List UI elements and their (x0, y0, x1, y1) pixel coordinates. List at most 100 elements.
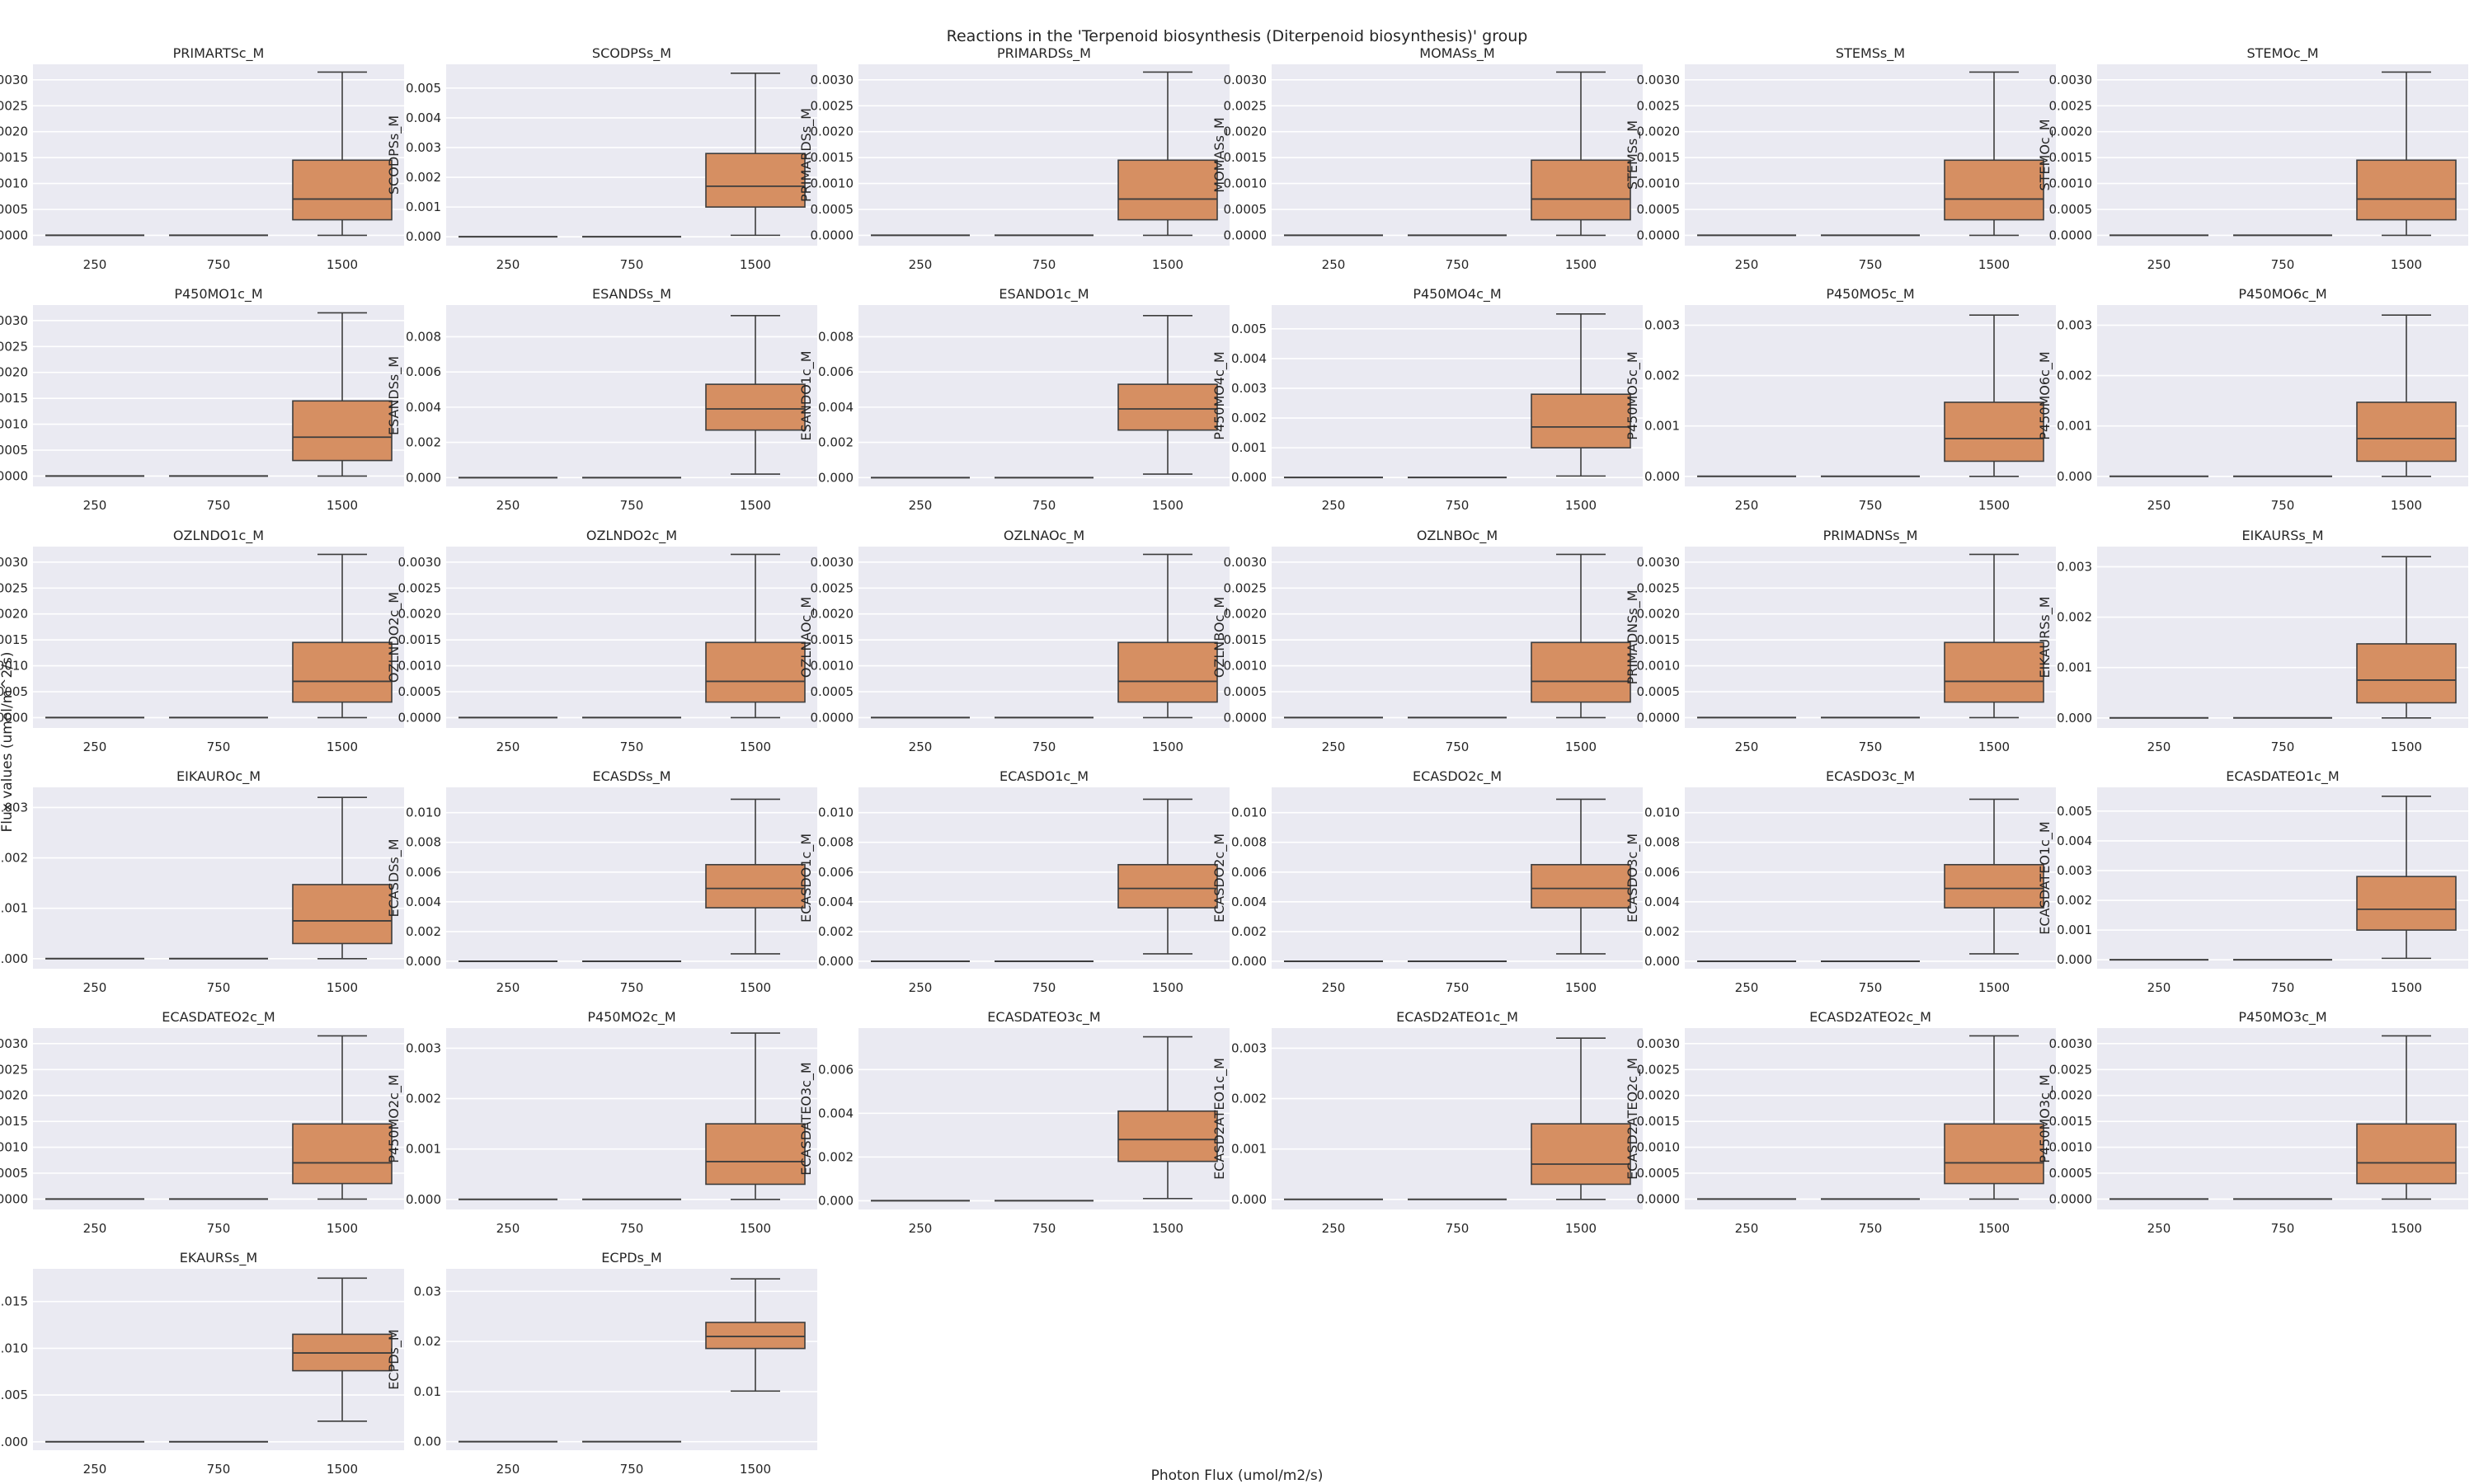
y-tick-label: 0.0010 (811, 176, 854, 191)
subplot: 0.0000.0020.0040.0060.0080.010ECASDO2c_M… (1211, 768, 1643, 995)
box-iqr (292, 1123, 393, 1185)
y-tick-label: 0.0010 (1637, 176, 1681, 191)
y-tick-label: 0.0030 (0, 1036, 28, 1051)
subplot: 0.000 0.002 0.004 0.006 0.008 0.010 ECASDSs_M E… (386, 768, 817, 995)
x-tick-label: 1500 (1565, 740, 1597, 754)
y-tick-label: 0.0000 (811, 710, 854, 725)
x-tick-label: 750 (1859, 980, 1883, 995)
y-tick-label: 0.0020 (1637, 607, 1681, 622)
y-tick-label: 0.0025 (1224, 580, 1268, 595)
x-tick-label: 250 (1322, 257, 1346, 272)
x-tick-label: 250 (909, 1221, 933, 1236)
y-tick-label: 0.03 (414, 1284, 441, 1298)
x-tick-label: 750 (1446, 257, 1470, 272)
y-tick-label: 0.004 (1231, 895, 1267, 909)
y-tick-label: 0.006 (818, 1062, 854, 1077)
y-tick-label: 0.000 (0, 951, 28, 966)
y-tick-label: 0.0015 (811, 150, 854, 165)
y-tick-label: 0.002 (1231, 1092, 1267, 1106)
y-tick-label: 0.006 (406, 364, 441, 379)
y-tick-label: 0.004 (1644, 895, 1680, 909)
x-tick-label: 750 (2271, 740, 2295, 754)
x-tick-label: 1500 (2391, 740, 2422, 754)
y-tick-label: 0.001 (1231, 440, 1267, 455)
y-tick-label: 0.000 (1644, 954, 1680, 969)
y-tick-label: 0.0010 (0, 417, 28, 432)
y-tick-label: 0.0025 (2049, 98, 2093, 113)
x-tick-label: 750 (1446, 498, 1470, 513)
plot-area (446, 1269, 817, 1450)
x-tick-label: 250 (496, 1221, 520, 1236)
box-iqr (292, 884, 393, 945)
subplot-title: ECASDO1c_M (999, 768, 1089, 785)
subplot: 0.0000 0.0005 0.0010 0.0015 0.0020 0.0025 0.00… (0, 1009, 404, 1236)
subplot-title: ECASDATEO2c_M (162, 1009, 275, 1026)
y-tick-label: 0.000 (1231, 470, 1267, 485)
x-tick-label: 1500 (327, 1221, 358, 1236)
subplot: 0.000 0.001 0.002 0.003 0.004 0.005 SCODPSs_M S… (386, 45, 817, 272)
box-1500 (1531, 1037, 1631, 1200)
box-1500 (1531, 313, 1631, 477)
box-1500 (1117, 71, 1218, 237)
y-axis-label: SCODPSs_M (386, 115, 402, 195)
subplot-title: OZLNAOc_M (1004, 528, 1084, 544)
y-tick-label: 0.0000 (1637, 228, 1681, 242)
subplot: 0.0000.0020.0040.0060.0080.010ECASDO3c_M… (1625, 768, 2056, 995)
y-axis-label: OZLNDO2c_M (386, 592, 402, 683)
subplot-title: ESANDO1c_M (999, 286, 1089, 303)
subplot-title: P450MO4c_M (1413, 286, 1501, 303)
y-axis-label: MOMASs_M (1211, 117, 1228, 192)
y-tick-label: 0.0015 (0, 391, 28, 406)
subplot-title: ECASDSs_M (593, 768, 671, 785)
y-tick-label: 0.0015 (398, 632, 442, 647)
y-axis-label: ESANDO1c_M (798, 350, 815, 440)
x-tick-label: 750 (207, 980, 231, 995)
box-iqr (2356, 1123, 2457, 1185)
y-tick-label: 0.0000 (0, 228, 28, 242)
y-tick-label: 0.0015 (2049, 1114, 2093, 1129)
y-tick-label: 0.000 (1231, 954, 1267, 969)
subplot-title: MOMASs_M (1419, 45, 1494, 62)
x-tick-label: 1500 (1978, 980, 2010, 995)
box-1500 (1117, 315, 1218, 475)
y-tick-label: 0.0020 (2049, 124, 2093, 139)
y-tick-label: 0.004 (406, 895, 441, 909)
y-axis-label: ESANDSs_M (386, 356, 402, 435)
y-tick-label: 0.000 (1231, 1192, 1267, 1207)
x-tick-label: 1500 (1978, 257, 2010, 272)
box-iqr (1117, 383, 1218, 431)
y-tick-label: 0.002 (406, 924, 441, 939)
box-iqr (705, 153, 806, 208)
y-tick-label: 0.010 (818, 805, 854, 820)
x-tick-label: 250 (909, 498, 933, 513)
box-1500 (705, 553, 806, 719)
y-tick-label: 0.0025 (0, 580, 28, 595)
y-axis-label: ECASD2ATEO2c_M (1625, 1058, 1641, 1180)
y-axis-label: OZLNBOc_M (1211, 597, 1228, 678)
x-tick-label: 750 (1032, 740, 1056, 754)
y-tick-label: 0.0030 (0, 313, 28, 328)
y-tick-label: 0.0030 (1224, 73, 1268, 87)
subplot-title: OZLNDO1c_M (173, 528, 264, 544)
y-tick-label: 0.003 (1231, 381, 1267, 396)
y-tick-label: 0.0025 (0, 98, 28, 113)
y-tick-label: 0.0030 (0, 73, 28, 87)
y-axis-label: ECASD2ATEO1c_M (1211, 1058, 1228, 1180)
box-iqr (705, 641, 806, 703)
y-tick-label: 0.0025 (1637, 98, 1681, 113)
y-tick-label: 0.001 (1231, 1142, 1267, 1157)
x-tick-label: 750 (620, 1221, 644, 1236)
subplot-title: P450MO6c_M (2238, 286, 2326, 303)
box-1500 (292, 796, 393, 960)
y-tick-label: 0.0020 (1224, 124, 1268, 139)
box-iqr (705, 1322, 806, 1350)
x-tick-label: 1500 (327, 498, 358, 513)
y-tick-label: 0.0015 (2049, 150, 2093, 165)
y-tick-label: 0.0000 (811, 228, 854, 242)
y-tick-label: 0.010 (0, 1341, 28, 1355)
y-tick-label: 0.0010 (1637, 1140, 1681, 1155)
y-axis-label: ECASDO3c_M (1625, 834, 1641, 923)
subplot: 0.0000 0.0005 0.0010 0.0015 0.0020 0.0025 0.00… (798, 528, 1230, 754)
box-1500 (292, 312, 393, 477)
